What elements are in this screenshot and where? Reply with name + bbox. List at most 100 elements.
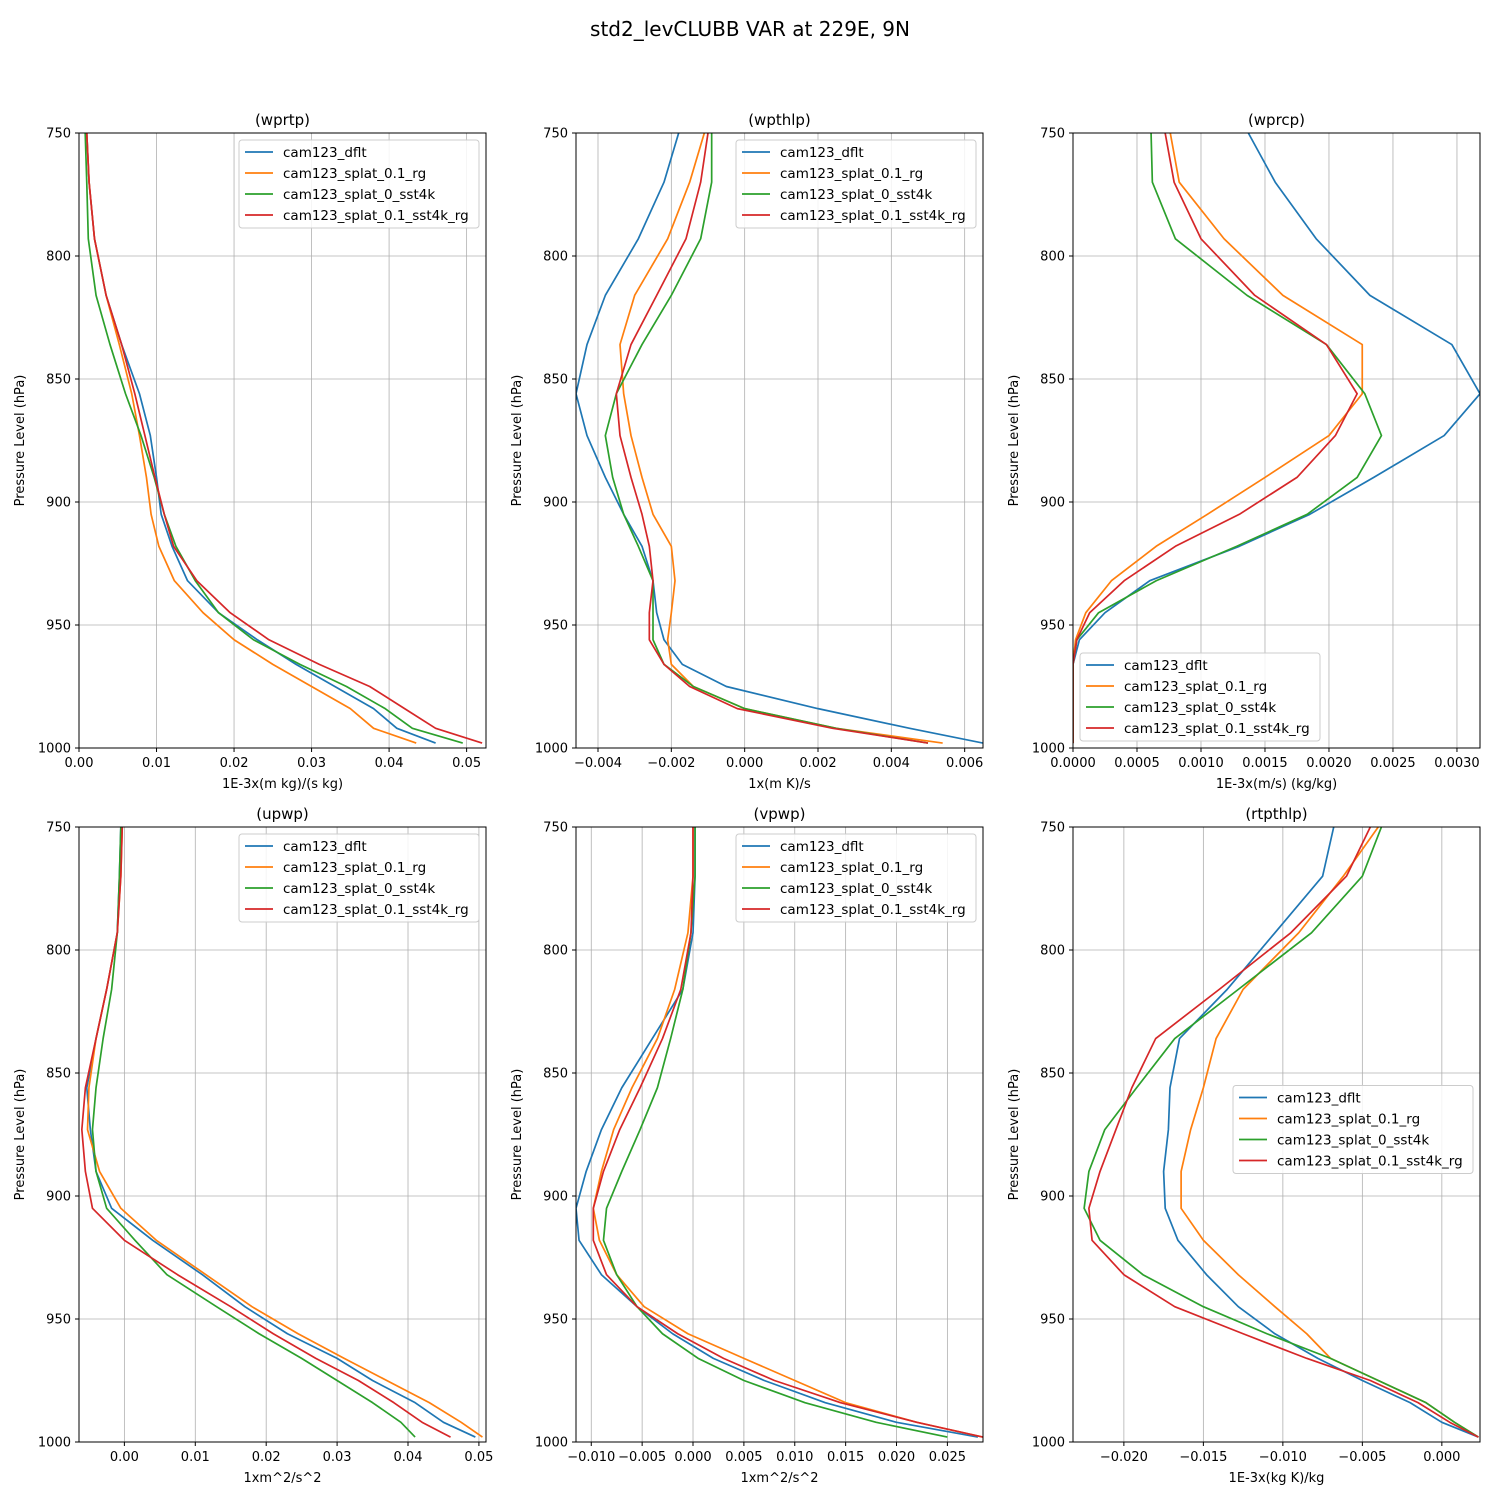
legend-label: cam123_splat_0.1_rg	[780, 860, 923, 876]
legend-label: cam123_dflt	[1277, 1091, 1361, 1107]
x-tick-label: −0.010	[567, 1450, 615, 1465]
legend-label: cam123_dflt	[780, 145, 864, 161]
x-tick-label: 0.01	[142, 756, 171, 771]
y-tick-label: 950	[543, 1313, 568, 1328]
series-line-cam123_splat_0_sst4k	[84, 133, 463, 744]
x-tick-label: −0.015	[1179, 1450, 1227, 1465]
axes-frame	[1072, 826, 1481, 1443]
series-group	[1083, 827, 1479, 1438]
x-tick-label: 0.025	[929, 1450, 966, 1465]
y-tick-label: 750	[543, 127, 568, 142]
y-axis-label: Pressure Level (hPa)	[1007, 375, 1022, 507]
y-tick-label: 850	[543, 373, 568, 388]
x-tick-label: 0.0010	[1178, 756, 1224, 771]
series-line-cam123_splat_0_sst4k	[1083, 827, 1479, 1438]
x-tick-label: 0.0030	[1434, 756, 1480, 771]
y-tick-label: 800	[543, 944, 568, 959]
y-axis-label: Pressure Level (hPa)	[510, 375, 525, 507]
y-tick-label: 950	[1040, 1313, 1065, 1328]
y-tick-label: 800	[1040, 250, 1065, 265]
legend-box	[735, 139, 977, 229]
y-tick-label: 850	[1040, 373, 1065, 388]
y-tick-label: 950	[543, 619, 568, 634]
x-tick-label: 0.00	[110, 1450, 139, 1465]
x-axis-label: 1E-3x(m kg)/(s kg)	[222, 777, 343, 792]
x-tick-label: 0.04	[394, 1450, 423, 1465]
y-tick-label: 900	[46, 496, 71, 511]
panels: 750 800 850 900 950 1000 0.00 0.01 0.02 0.03 0.04 0…	[13, 111, 1481, 1486]
panel-title: (rtpthlp)	[1245, 805, 1307, 823]
legend-label: cam123_splat_0.1_rg	[780, 166, 923, 182]
legend-label: cam123_splat_0.1_rg	[1277, 1112, 1420, 1128]
series-line-cam123_splat_0.1_rg	[592, 827, 983, 1438]
series-group	[1073, 133, 1480, 744]
legend-label: cam123_splat_0.1_sst4k_rg	[780, 208, 966, 224]
legend-label: cam123_splat_0.1_sst4k_rg	[1277, 1154, 1463, 1170]
x-tick-label: 0.006	[946, 756, 983, 771]
x-axis-label: 1x(m K)/s	[748, 777, 811, 792]
y-tick-label: 950	[46, 619, 71, 634]
x-tick-label: 0.01	[181, 1450, 210, 1465]
x-tick-label: 0.05	[464, 1450, 493, 1465]
panel-title: (wprcp)	[1248, 111, 1305, 129]
x-tick-label: 0.04	[375, 756, 404, 771]
y-tick-label: 850	[46, 373, 71, 388]
panel-title: (upwp)	[256, 805, 309, 823]
y-tick-label: 900	[46, 1190, 71, 1205]
axes-frame	[1072, 132, 1481, 749]
y-tick-label: 850	[46, 1067, 71, 1082]
legend-box	[238, 833, 480, 923]
y-axis-label: Pressure Level (hPa)	[1007, 1069, 1022, 1201]
y-tick-label: 1000	[535, 1436, 568, 1451]
series-line-cam123_splat_0_sst4k	[1073, 133, 1383, 744]
y-tick-label: 950	[1040, 619, 1065, 634]
legend: cam123_dflt cam123_splat_0.1_rg cam123_spl…	[238, 833, 480, 923]
x-tick-label: 0.000	[726, 756, 763, 771]
y-tick-label: 900	[1040, 1190, 1065, 1205]
legend: cam123_dflt cam123_splat_0.1_rg cam123_spl…	[735, 139, 977, 229]
legend-label: cam123_dflt	[1124, 658, 1208, 674]
legend-label: cam123_splat_0_sst4k	[780, 881, 932, 897]
legend-label: cam123_splat_0.1_rg	[1124, 679, 1267, 695]
y-axis-label: Pressure Level (hPa)	[510, 1069, 525, 1201]
x-tick-label: −0.005	[1338, 1450, 1386, 1465]
panel-upwp: 750 800 850 900 950 1000 0.00 0.01 0.02 0.03 0.04 0…	[13, 805, 493, 1486]
panel-wpthlp: 750 800 850 900 950 1000 −0.004 −0.002 0.000 0.00…	[510, 111, 984, 792]
x-tick-label: 0.03	[323, 1450, 352, 1465]
x-tick-label: 0.020	[878, 1450, 915, 1465]
x-axis-label: 1xm^2/s^2	[243, 1471, 321, 1486]
x-axis-label: 1xm^2/s^2	[740, 1471, 818, 1486]
y-tick-label: 900	[543, 1190, 568, 1205]
panel-rtpthlp: 750 800 850 900 950 1000 −0.020 −0.015 −0.010 −0.…	[1007, 805, 1481, 1486]
y-tick-label: 850	[543, 1067, 568, 1082]
y-tick-label: 900	[543, 496, 568, 511]
series-line-cam123_splat_0.1_sst4k_rg	[85, 133, 483, 744]
series-group	[84, 133, 483, 744]
legend-box	[735, 833, 977, 923]
series-line-cam123_dflt	[576, 133, 983, 744]
legend-box	[238, 139, 480, 229]
y-tick-label: 750	[1040, 821, 1065, 836]
y-tick-label: 1000	[1032, 742, 1065, 757]
y-tick-label: 800	[46, 250, 71, 265]
x-tick-label: 0.02	[220, 756, 249, 771]
legend-label: cam123_dflt	[283, 839, 367, 855]
x-axis-label: 1E-3x(m/s) (kg/kg)	[1216, 777, 1337, 792]
x-tick-label: 0.02	[252, 1450, 281, 1465]
x-tick-label: 0.03	[297, 756, 326, 771]
panel-title: (wprtp)	[255, 111, 310, 129]
series-line-cam123_splat_0.1_sst4k_rg	[80, 827, 451, 1438]
x-tick-label: −0.020	[1100, 1450, 1148, 1465]
y-tick-label: 800	[1040, 944, 1065, 959]
series-group	[576, 133, 983, 744]
x-tick-label: 0.010	[776, 1450, 813, 1465]
y-tick-label: 750	[1040, 127, 1065, 142]
legend-label: cam123_splat_0_sst4k	[1277, 1133, 1429, 1149]
y-tick-label: 950	[46, 1313, 71, 1328]
x-tick-label: 0.0005	[1114, 756, 1160, 771]
y-tick-label: 800	[543, 250, 568, 265]
y-tick-label: 1000	[535, 742, 568, 757]
legend-label: cam123_splat_0.1_sst4k_rg	[283, 208, 469, 224]
y-axis-label: Pressure Level (hPa)	[13, 1069, 28, 1201]
legend-label: cam123_splat_0_sst4k	[1124, 700, 1276, 716]
